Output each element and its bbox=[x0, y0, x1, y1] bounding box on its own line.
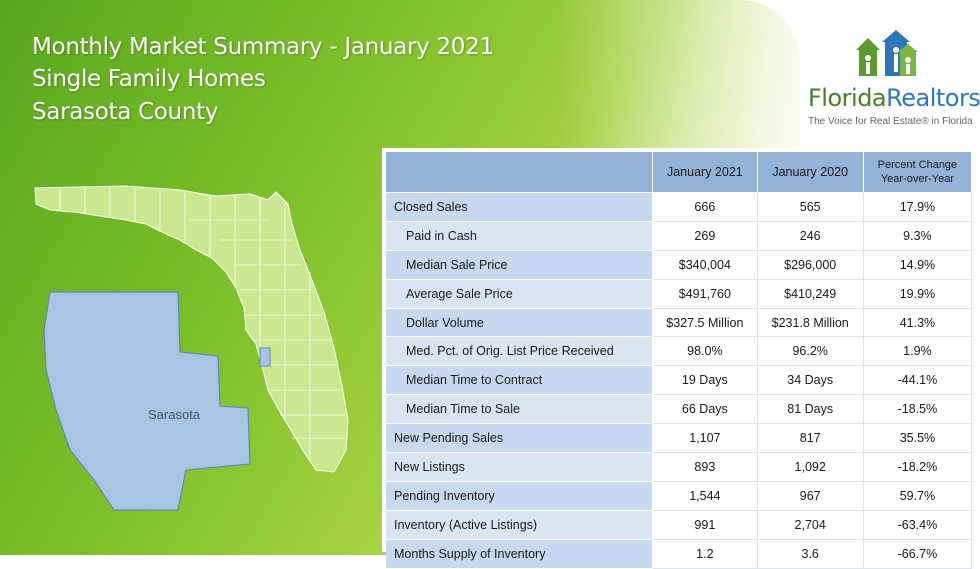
florida-county-map bbox=[34, 185, 349, 511]
value-jan-2020: 1,092 bbox=[757, 452, 864, 482]
value-jan-2021: $340,004 bbox=[652, 250, 758, 280]
logo-wordmark: FloridaRealtors® bbox=[808, 84, 980, 112]
column-header-jan-2020: January 2020 bbox=[757, 152, 864, 193]
table-row: Median Time to Contract 19 Days 34 Days … bbox=[386, 365, 973, 396]
column-header-metric bbox=[386, 152, 654, 193]
table-row: Med. Pct. of Orig. List Price Received 9… bbox=[386, 336, 973, 367]
row-label: Paid in Cash bbox=[386, 221, 654, 251]
row-label: Inventory (Active Listings) bbox=[386, 510, 654, 540]
value-jan-2021: 98.0% bbox=[652, 336, 758, 367]
value-jan-2021: 1.2 bbox=[652, 539, 758, 569]
value-jan-2020: $410,249 bbox=[757, 279, 864, 309]
table-row: Average Sale Price $491,760 $410,249 19.… bbox=[386, 279, 973, 309]
table-row: Pending Inventory 1,544 967 59.7% bbox=[386, 481, 973, 511]
sarasota-county-shape bbox=[43, 291, 251, 511]
value-jan-2020: 2,704 bbox=[757, 510, 864, 540]
value-percent-change: -66.7% bbox=[863, 539, 973, 569]
value-percent-change: 35.5% bbox=[863, 423, 973, 454]
value-jan-2021: $327.5 Million bbox=[652, 308, 758, 338]
table-row: Median Time to Sale 66 Days 81 Days -18.… bbox=[386, 394, 973, 425]
value-jan-2020: $231.8 Million bbox=[757, 308, 864, 338]
row-label: New Pending Sales bbox=[386, 423, 654, 454]
value-jan-2020: $296,000 bbox=[757, 250, 864, 280]
table-row: New Listings 893 1,092 -18.2% bbox=[386, 452, 973, 482]
florida-state-shape bbox=[34, 185, 349, 473]
county-map-label: Sarasota bbox=[148, 407, 201, 422]
table-row: Inventory (Active Listings) 991 2,704 -6… bbox=[386, 510, 973, 540]
value-jan-2020: 565 bbox=[757, 192, 864, 222]
logo-tagline: The Voice for Real Estate® in Florida bbox=[808, 116, 973, 127]
value-jan-2020: 817 bbox=[757, 423, 864, 454]
row-label: Closed Sales bbox=[386, 192, 654, 222]
value-percent-change: 17.9% bbox=[863, 192, 973, 222]
value-percent-change: 1.9% bbox=[863, 336, 973, 367]
row-label: Median Time to Sale bbox=[386, 394, 654, 425]
row-label: Average Sale Price bbox=[386, 279, 654, 309]
value-jan-2020: 967 bbox=[757, 481, 864, 511]
value-percent-change: 14.9% bbox=[863, 250, 973, 280]
table-row: Paid in Cash 269 246 9.3% bbox=[386, 221, 973, 251]
table-row: New Pending Sales 1,107 817 35.5% bbox=[386, 423, 973, 454]
value-percent-change: -44.1% bbox=[863, 365, 973, 396]
row-label: Median Time to Contract bbox=[386, 365, 654, 396]
row-label: Med. Pct. of Orig. List Price Received bbox=[386, 336, 654, 367]
table-header-row: January 2021 January 2020 Percent Change… bbox=[386, 152, 973, 193]
value-percent-change: 9.3% bbox=[863, 221, 973, 251]
value-jan-2020: 3.6 bbox=[757, 539, 864, 569]
sarasota-county-marker bbox=[259, 347, 271, 367]
value-jan-2020: 34 Days bbox=[757, 365, 864, 396]
market-summary-table: January 2021 January 2020 Percent Change… bbox=[386, 152, 973, 569]
florida-realtors-logo: FloridaRealtors® The Voice for Real Esta… bbox=[800, 28, 980, 138]
row-label: Pending Inventory bbox=[386, 481, 654, 511]
value-jan-2021: $491,760 bbox=[652, 279, 758, 309]
value-percent-change: -63.4% bbox=[863, 510, 973, 540]
value-jan-2020: 81 Days bbox=[757, 394, 864, 425]
houses-people-icon bbox=[856, 30, 918, 76]
page-title: Monthly Market Summary - January 2021 bbox=[32, 34, 494, 60]
value-jan-2020: 246 bbox=[757, 221, 864, 251]
row-label: Months Supply of Inventory bbox=[386, 539, 654, 569]
table-row: Dollar Volume $327.5 Million $231.8 Mill… bbox=[386, 308, 973, 338]
county-subtitle: Sarasota County bbox=[32, 99, 219, 125]
value-percent-change: -18.5% bbox=[863, 394, 973, 425]
table-row: Closed Sales 666 565 17.9% bbox=[386, 192, 973, 222]
column-header-percent-change: Percent Change Year-over-Year bbox=[863, 152, 973, 193]
value-jan-2021: 666 bbox=[652, 192, 758, 222]
value-jan-2021: 269 bbox=[652, 221, 758, 251]
value-jan-2021: 991 bbox=[652, 510, 758, 540]
value-percent-change: 41.3% bbox=[863, 308, 973, 338]
row-label: Dollar Volume bbox=[386, 308, 654, 338]
row-label: Median Sale Price bbox=[386, 250, 654, 280]
value-percent-change: 59.7% bbox=[863, 481, 973, 511]
value-jan-2021: 66 Days bbox=[652, 394, 758, 425]
table-row: Median Sale Price $340,004 $296,000 14.9… bbox=[386, 250, 973, 280]
market-summary-table-container: January 2021 January 2020 Percent Change… bbox=[382, 148, 976, 569]
value-percent-change: -18.2% bbox=[863, 452, 973, 482]
value-jan-2021: 893 bbox=[652, 452, 758, 482]
value-jan-2020: 96.2% bbox=[757, 336, 864, 367]
value-percent-change: 19.9% bbox=[863, 279, 973, 309]
row-label: New Listings bbox=[386, 452, 654, 482]
value-jan-2021: 1,544 bbox=[652, 481, 758, 511]
value-jan-2021: 19 Days bbox=[652, 365, 758, 396]
table-row: Months Supply of Inventory 1.2 3.6 -66.7… bbox=[386, 539, 973, 569]
property-type-subtitle: Single Family Homes bbox=[32, 66, 266, 92]
value-jan-2021: 1,107 bbox=[652, 423, 758, 454]
column-header-jan-2021: January 2021 bbox=[652, 152, 758, 193]
